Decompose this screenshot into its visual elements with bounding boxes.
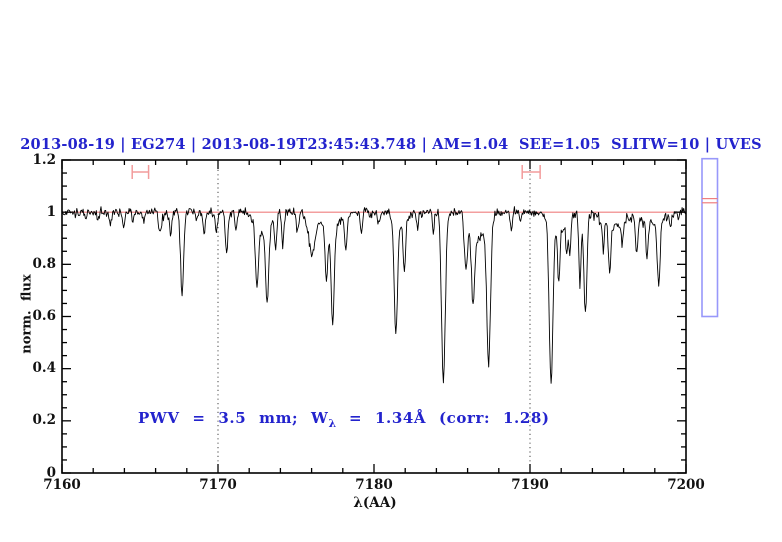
x-tick-label: 7170 <box>199 477 237 493</box>
x-tick-label: 7200 <box>667 477 705 493</box>
y-tick-label: 1.2 <box>32 151 57 168</box>
x-tick-label: 7180 <box>355 477 393 493</box>
range-marker-left <box>131 164 150 179</box>
x-tick-label: 7160 <box>43 477 81 493</box>
x-tick-label: 7190 <box>511 477 549 493</box>
y-tick-label: 0 <box>46 464 56 481</box>
y-tick-label: 0.4 <box>32 360 57 377</box>
pwv-annotation-subscript: λ <box>328 417 337 430</box>
pwv-annotation-prefix: PWV = 3.5 mm; W <box>138 409 329 427</box>
y-tick-label: 1 <box>46 203 56 220</box>
plot-title: 2013-08-19 | EG274 | 2013-08-19T23:45:43… <box>20 136 762 153</box>
y-tick-label: 0.6 <box>32 308 57 324</box>
y-tick-label: 0.2 <box>32 412 57 429</box>
pwv-annotation-suffix: = 1.34Å (corr: 1.28) <box>336 409 550 427</box>
range-marker-right <box>521 164 541 179</box>
spectrum-trace <box>61 206 687 384</box>
y-axis-title: norm. flux <box>19 274 35 354</box>
y-tick-label: 0.8 <box>32 255 57 272</box>
pwv-annotation: PWV = 3.5 mm; Wλ = 1.34Å (corr: 1.28) <box>138 409 550 430</box>
side-gauge <box>701 157 719 318</box>
x-axis-title: λ(AA) <box>353 495 397 511</box>
